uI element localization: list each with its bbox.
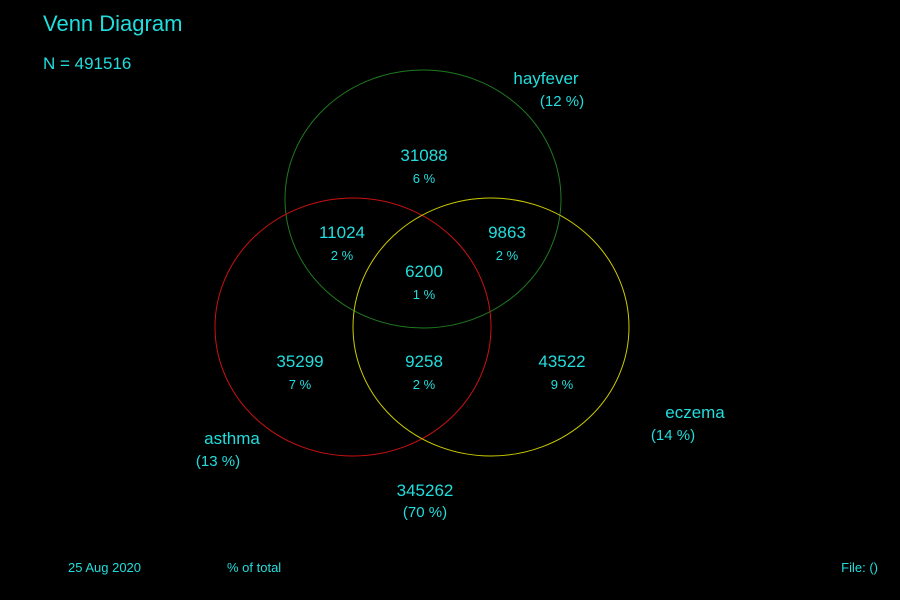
region-asthma-hayfever-count: 11024 <box>319 223 365 242</box>
asthma-circle <box>214 197 492 457</box>
region-hayfever-only-count: 31088 <box>400 146 447 165</box>
region-all-three-count: 6200 <box>405 262 443 281</box>
footer-file: File: () <box>841 560 878 575</box>
footer-mode: % of total <box>227 560 282 575</box>
hayfever-percent: (12 %) <box>540 93 584 110</box>
region-hayfever-eczema-count: 9863 <box>488 223 526 242</box>
asthma-label: asthma <box>204 429 260 448</box>
eczema-circle <box>352 197 630 457</box>
region-asthma-only-pct: 7 % <box>289 377 312 392</box>
asthma-percent: (13 %) <box>196 453 240 470</box>
eczema-percent: (14 %) <box>651 427 695 444</box>
region-asthma-hayfever-pct: 2 % <box>331 248 354 263</box>
page-title: Venn Diagram <box>43 11 183 36</box>
region-none-pct: (70 %) <box>403 504 447 521</box>
region-asthma-eczema-pct: 2 % <box>413 377 436 392</box>
region-eczema-only-count: 43522 <box>538 352 585 371</box>
region-asthma-only-count: 35299 <box>276 352 323 371</box>
eczema-label: eczema <box>665 403 725 422</box>
region-hayfever-eczema-pct: 2 % <box>496 248 519 263</box>
region-none-count: 345262 <box>397 481 454 500</box>
total-count: N = 491516 <box>43 54 132 73</box>
region-asthma-eczema-count: 9258 <box>405 352 443 371</box>
footer-date: 25 Aug 2020 <box>68 560 142 575</box>
region-eczema-only-pct: 9 % <box>551 377 574 392</box>
region-hayfever-only-pct: 6 % <box>413 171 436 186</box>
hayfever-label: hayfever <box>513 69 579 88</box>
hayfever-circle <box>284 69 562 329</box>
region-all-three-pct: 1 % <box>413 287 436 302</box>
